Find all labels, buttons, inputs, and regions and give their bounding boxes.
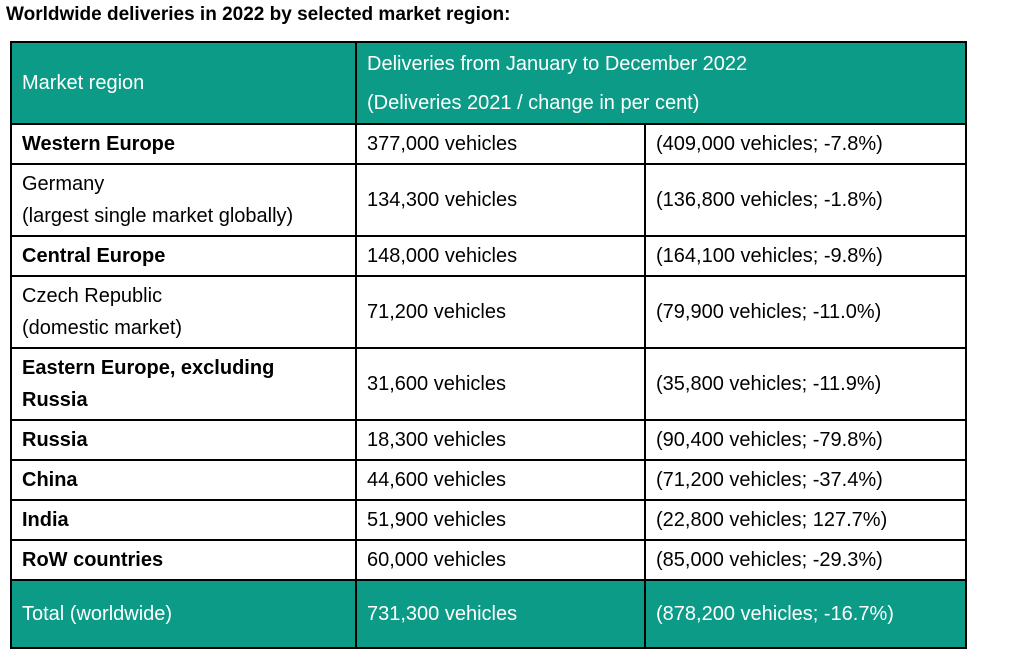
table-row: Central Europe 148,000 vehicles (164,100… [10,235,968,277]
deliveries-cell: 18,300 vehicles [355,419,646,461]
comparison-cell: (164,100 vehicles; -9.8%) [643,235,968,277]
header-deliveries-line2: (Deliveries 2021 / change in per cent) [367,92,700,114]
header-deliveries: Deliveries from January to December 2022… [354,41,968,125]
region-note: (largest single market globally) [22,205,294,227]
table-row: India 51,900 vehicles (22,800 vehicles; … [10,499,968,541]
region-cell: Eastern Europe, excluding Russia [10,347,357,421]
table-row: Czech Republic (domestic market) 71,200 … [10,275,968,349]
comparison-cell: (136,800 vehicles; -1.8%) [643,163,968,237]
table-title: Worldwide deliveries in 2022 by selected… [6,4,511,25]
region-name: Central Europe [22,245,166,267]
comparison-cell: (79,900 vehicles; -11.0%) [643,275,968,349]
total-deliveries-cell: 731,300 vehicles [355,579,646,649]
header-market-region: Market region [10,41,357,125]
table-row: China 44,600 vehicles (71,200 vehicles; … [10,459,968,501]
region-name: Czech Republic [22,285,163,307]
deliveries-cell: 148,000 vehicles [355,235,646,277]
comparison-cell: (409,000 vehicles; -7.8%) [643,123,968,165]
region-name: Western Europe [22,133,175,155]
comparison-cell: (35,800 vehicles; -11.9%) [643,347,968,421]
deliveries-cell: 51,900 vehicles [355,499,646,541]
region-cell: China [10,459,357,501]
region-name: Russia [22,429,88,451]
table-row: Russia 18,300 vehicles (90,400 vehicles;… [10,419,968,461]
region-name: China [22,469,78,491]
region-note: (domestic market) [22,317,183,339]
region-name: India [22,509,69,531]
comparison-cell: (85,000 vehicles; -29.3%) [643,539,968,581]
comparison-cell: (22,800 vehicles; 127.7%) [643,499,968,541]
region-cell: Central Europe [10,235,357,277]
region-cell: Czech Republic (domestic market) [10,275,357,349]
comparison-cell: (90,400 vehicles; -79.8%) [643,419,968,461]
comparison-cell: (71,200 vehicles; -37.4%) [643,459,968,501]
region-name: Eastern Europe, excluding [22,357,275,379]
region-cell: Russia [10,419,357,461]
region-note: Russia [22,389,88,411]
deliveries-table: Market region Deliveries from January to… [10,41,968,649]
region-cell: Germany (largest single market globally) [10,163,357,237]
region-cell: India [10,499,357,541]
deliveries-cell: 60,000 vehicles [355,539,646,581]
deliveries-cell: 71,200 vehicles [355,275,646,349]
total-row: Total (worldwide) 731,300 vehicles (878,… [10,579,968,649]
region-name: Germany [22,173,105,195]
table-row: Eastern Europe, excluding Russia 31,600 … [10,347,968,421]
region-name: RoW countries [22,549,164,571]
table-row: RoW countries 60,000 vehicles (85,000 ve… [10,539,968,581]
table-row: Western Europe 377,000 vehicles (409,000… [10,123,968,165]
deliveries-cell: 44,600 vehicles [355,459,646,501]
deliveries-cell: 134,300 vehicles [355,163,646,237]
total-region-cell: Total (worldwide) [10,579,357,649]
region-cell: Western Europe [10,123,357,165]
deliveries-cell: 377,000 vehicles [355,123,646,165]
region-cell: RoW countries [10,539,357,581]
table-header-row: Market region Deliveries from January to… [10,41,968,125]
deliveries-cell: 31,600 vehicles [355,347,646,421]
total-comparison-cell: (878,200 vehicles; -16.7%) [643,579,968,649]
header-deliveries-line1: Deliveries from January to December 2022 [367,53,748,75]
table-row: Germany (largest single market globally)… [10,163,968,237]
